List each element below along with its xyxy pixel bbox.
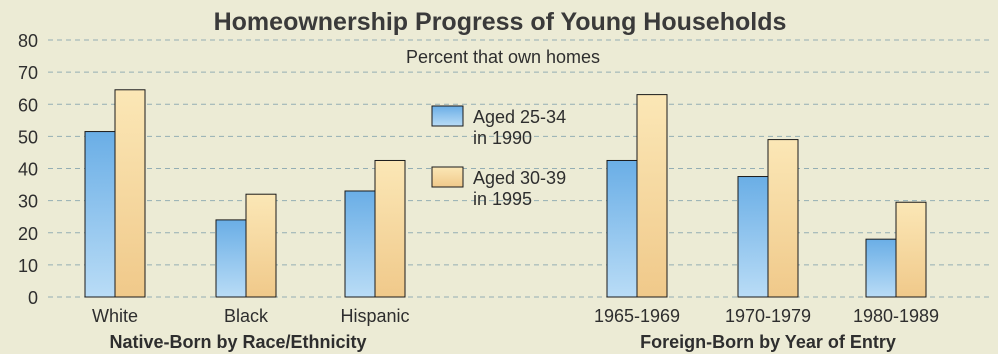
bar-1980-1989-series-1 — [865, 238, 897, 298]
legend-label-aged-25-34-line1: Aged 25-34 — [473, 107, 566, 127]
y-tick-label: 0 — [28, 288, 38, 308]
y-tick-label: 10 — [18, 256, 38, 276]
legend: Aged 25-34 in 1990 Aged 30-39 in 1995 — [431, 105, 566, 209]
category-label: Hispanic — [340, 306, 409, 326]
category-labels: White Black Hispanic 1965-1969 1970-1979 1980… — [92, 306, 939, 326]
category-label: 1970-1979 — [725, 306, 811, 326]
bar-1970-1979-series-1 — [737, 176, 769, 298]
y-tick-label: 40 — [18, 160, 38, 180]
y-tick-label: 60 — [18, 95, 38, 115]
bar-black-series-2 — [245, 193, 277, 298]
legend-swatch-aged-25-34 — [431, 105, 464, 127]
bar-1970-1979-series-2 — [767, 139, 799, 298]
group-label-foreign-born: Foreign-Born by Year of Entry — [640, 332, 896, 352]
gridlines — [48, 39, 992, 298]
group-label-native-born: Native-Born by Race/Ethnicity — [109, 332, 366, 352]
bar-black-series-1 — [215, 219, 247, 298]
legend-label-aged-30-39-line2: in 1995 — [473, 189, 532, 209]
legend-label-aged-25-34-line2: in 1990 — [473, 128, 532, 148]
bar-1980-1989-series-2 — [895, 201, 927, 298]
bar-white-series-1 — [84, 131, 116, 298]
y-tick-label: 30 — [18, 192, 38, 212]
chart-title: Homeownership Progress of Young Househol… — [214, 8, 787, 36]
y-tick-label: 50 — [18, 127, 38, 147]
bar-white-series-2 — [114, 89, 146, 298]
bar-hispanic-series-2 — [374, 159, 406, 298]
y-tick-label: 20 — [18, 224, 38, 244]
y-tick-label: 70 — [18, 63, 38, 83]
bar-1965-1969-series-2 — [636, 94, 668, 298]
legend-swatch-aged-30-39 — [431, 166, 464, 188]
category-label: 1980-1989 — [853, 306, 939, 326]
y-axis-ticks: 0 10 20 30 40 50 60 70 80 — [18, 31, 38, 308]
y-tick-label: 80 — [18, 31, 38, 51]
bar-hispanic-series-1 — [344, 190, 376, 298]
bar-1965-1969-series-1 — [606, 159, 638, 298]
legend-label-aged-30-39-line1: Aged 30-39 — [473, 168, 566, 188]
chart-subtitle: Percent that own homes — [406, 47, 600, 67]
bars — [84, 89, 927, 298]
category-label: White — [92, 306, 138, 326]
category-label: Black — [224, 306, 269, 326]
category-label: 1965-1969 — [594, 306, 680, 326]
